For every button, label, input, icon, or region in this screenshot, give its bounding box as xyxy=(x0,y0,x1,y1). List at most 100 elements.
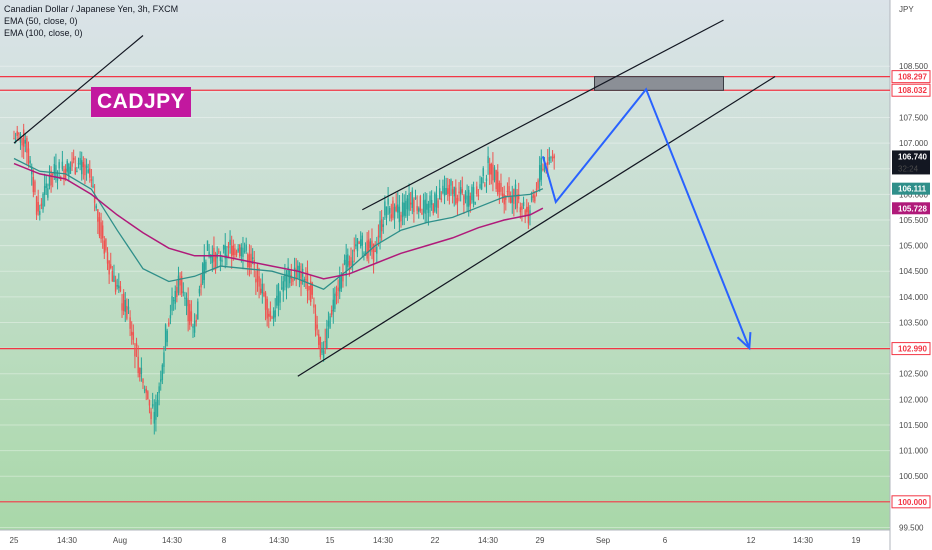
candle-body-39-2 xyxy=(519,207,522,213)
candle-body-2-2 xyxy=(42,193,44,210)
candle-body-11-5 xyxy=(163,352,165,367)
candle-body-15-0 xyxy=(206,240,209,251)
candle-body-15-4 xyxy=(213,247,215,262)
candle-body-0-5 xyxy=(21,138,23,146)
candle-body-6-6 xyxy=(100,222,102,239)
candle-body-1-5 xyxy=(34,181,36,193)
projection-arrowhead xyxy=(736,332,752,351)
x-tick-label-12: 6 xyxy=(663,536,668,545)
candle-body-37-3 xyxy=(495,170,497,190)
candle-body-35-1 xyxy=(466,195,468,207)
candle-body-24-7 xyxy=(334,293,336,309)
candle-body-35-5 xyxy=(472,187,475,203)
candle-body-19-7 xyxy=(269,311,272,317)
candle-body-3-6 xyxy=(61,161,64,170)
candle-body-12-7 xyxy=(179,278,181,286)
candle-body-40-3 xyxy=(534,195,536,202)
candle-body-11-6 xyxy=(164,324,167,347)
price-tag-last-price xyxy=(892,150,930,175)
candle-body-20-0 xyxy=(271,317,273,319)
candle-body-2-5 xyxy=(47,188,49,198)
candle-body-30-4 xyxy=(406,198,409,210)
candle-body-14-3 xyxy=(198,288,201,294)
candle-body-37-1 xyxy=(492,164,494,181)
x-tick-label-2: Aug xyxy=(113,536,127,545)
candle-body-28-3 xyxy=(379,220,381,238)
candle-body-39-1 xyxy=(518,194,520,200)
candle-body-7-2 xyxy=(106,252,109,264)
candle-body-18-2 xyxy=(248,254,251,268)
candle-body-28-5 xyxy=(382,224,384,227)
candle-body-24-0 xyxy=(322,350,325,359)
candle-body-36-7 xyxy=(488,163,491,175)
candle-body-33-4 xyxy=(445,188,447,195)
candle-body-24-4 xyxy=(329,316,331,328)
level-tag-label-2: 102.990 xyxy=(898,345,927,354)
candle-body-18-7 xyxy=(256,264,259,282)
candle-body-14-6 xyxy=(203,255,205,280)
y-tick-label-15: 101.000 xyxy=(899,447,928,456)
candle-body-8-3 xyxy=(121,303,123,311)
candle-body-25-4 xyxy=(342,272,344,282)
candle-body-6-1 xyxy=(92,185,94,188)
candle-body-28-6 xyxy=(384,201,386,216)
candle-body-23-7 xyxy=(321,347,323,353)
ema-50-line xyxy=(13,157,544,290)
candle-body-9-5 xyxy=(137,356,139,373)
candle-body-27-7 xyxy=(372,243,375,262)
candle-body-8-1 xyxy=(118,285,120,289)
candle-body-21-0 xyxy=(284,274,286,282)
candle-body-9-3 xyxy=(134,347,136,357)
candle-body-2-0 xyxy=(39,211,41,215)
candle-body-20-1 xyxy=(272,310,275,319)
candle-body-14-7 xyxy=(205,261,207,270)
candle-body-27-6 xyxy=(371,240,373,252)
candle-body-23-3 xyxy=(314,314,317,331)
candle-body-6-3 xyxy=(95,205,97,209)
candle-body-40-2 xyxy=(532,194,534,198)
candle-body-28-1 xyxy=(376,246,378,254)
candle-body-40-4 xyxy=(535,188,538,190)
candle-body-3-3 xyxy=(56,179,59,181)
candle-body-34-1 xyxy=(453,186,455,197)
candle-body-2-4 xyxy=(45,183,47,188)
candle-body-10-6 xyxy=(151,404,154,407)
candle-body-18-3 xyxy=(250,253,252,267)
candle-body-2-6 xyxy=(48,174,51,187)
candle-body-41-5 xyxy=(550,157,552,159)
candle-body-37-0 xyxy=(490,163,492,175)
candle-body-11-2 xyxy=(158,386,160,394)
candle-body-7-0 xyxy=(103,240,105,254)
candle-body-31-3 xyxy=(418,208,420,212)
candle-body-13-3 xyxy=(185,297,188,307)
candle-body-25-7 xyxy=(347,254,349,267)
candle-body-17-6 xyxy=(242,247,244,258)
candle-body-36-5 xyxy=(485,178,488,181)
candle-body-13-6 xyxy=(190,311,193,322)
price-tag-countdown: 32:24 xyxy=(898,164,919,173)
level-tag-1 xyxy=(891,83,931,97)
candle-body-1-1 xyxy=(27,148,30,164)
candle-body-3-2 xyxy=(55,165,57,180)
candle-body-39-0 xyxy=(516,194,518,209)
candle-body-35-7 xyxy=(476,186,478,194)
y-tick-label-9: 104.000 xyxy=(899,293,928,302)
candle-body-12-5 xyxy=(176,287,178,297)
candle-body-1-0 xyxy=(26,137,28,153)
candle-body-6-2 xyxy=(93,196,96,203)
candle-body-34-0 xyxy=(451,189,454,194)
candle-body-12-6 xyxy=(177,275,180,293)
candle-body-22-2 xyxy=(300,273,302,285)
candle-body-31-4 xyxy=(419,196,422,211)
y-tick-label-14: 101.500 xyxy=(899,421,928,430)
candle-body-36-6 xyxy=(487,156,489,164)
candle-body-32-2 xyxy=(429,195,431,208)
candle-body-5-7 xyxy=(89,168,91,178)
candle-body-24-1 xyxy=(324,341,326,343)
candle-body-32-7 xyxy=(437,200,439,208)
candle-body-18-6 xyxy=(255,278,257,283)
candle-body-24-5 xyxy=(330,309,333,315)
candle-body-16-2 xyxy=(222,244,225,250)
